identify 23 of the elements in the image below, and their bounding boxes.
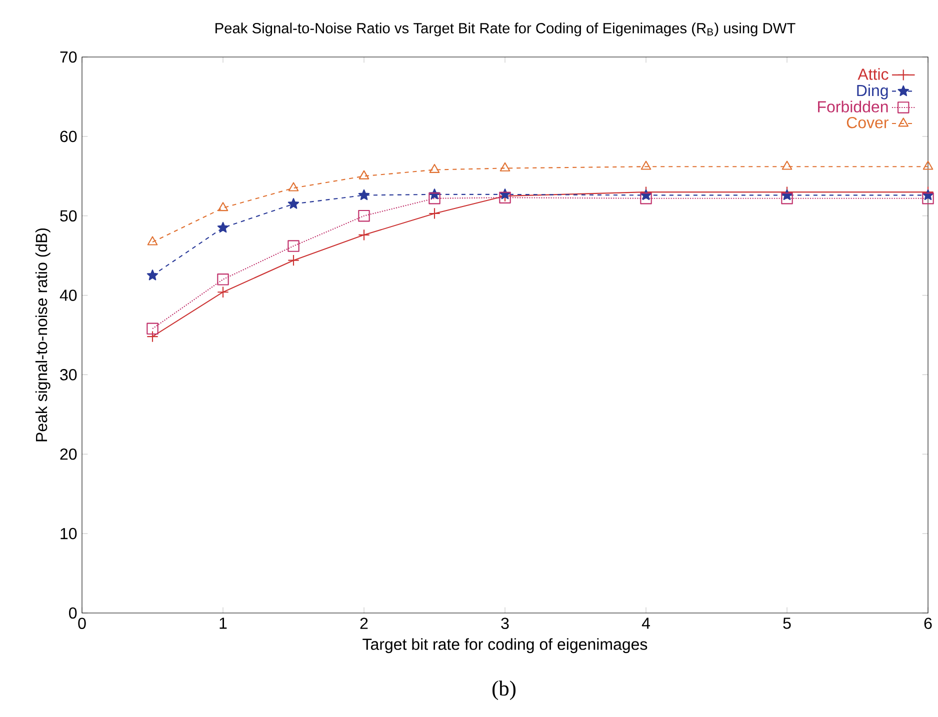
y-tick-label: 30 xyxy=(60,369,77,380)
y-tick-label: 0 xyxy=(69,607,77,619)
text: (b) xyxy=(492,680,516,700)
x-tick-label: 6 xyxy=(924,618,932,630)
legend-label: Attic xyxy=(858,68,888,80)
y-tick-label: 10 xyxy=(60,528,77,540)
x-tick-label: 1 xyxy=(220,618,227,629)
legend-label: Ding xyxy=(857,84,888,100)
legend-label: Cover xyxy=(846,116,889,128)
y-tick-label: 20 xyxy=(60,448,77,460)
x-tick-label: 5 xyxy=(783,618,791,629)
x-tick-label: 2 xyxy=(360,618,368,629)
legend-label: Forbidden xyxy=(818,100,888,112)
y-tick-label: 60 xyxy=(60,130,77,142)
chart-title: Peak Signal-to-Noise Ratio vs Target Bit Rate for Coding of Eigenimages (R$_{B}$) using DWT xyxy=(216,22,796,36)
y-tick-label: 50 xyxy=(60,210,77,222)
x-tick-label: 4 xyxy=(642,618,650,629)
x-tick-label: 0 xyxy=(78,618,86,630)
x-tick-label: 3 xyxy=(501,618,509,630)
y-tick-label: 40 xyxy=(60,290,77,301)
y-axis-title: Peak signal-to-noise ratio (dB) xyxy=(35,228,50,442)
y-tick-label: 70 xyxy=(60,51,77,63)
x-axis-title: Target bit rate for coding of eigenimages xyxy=(362,638,648,654)
